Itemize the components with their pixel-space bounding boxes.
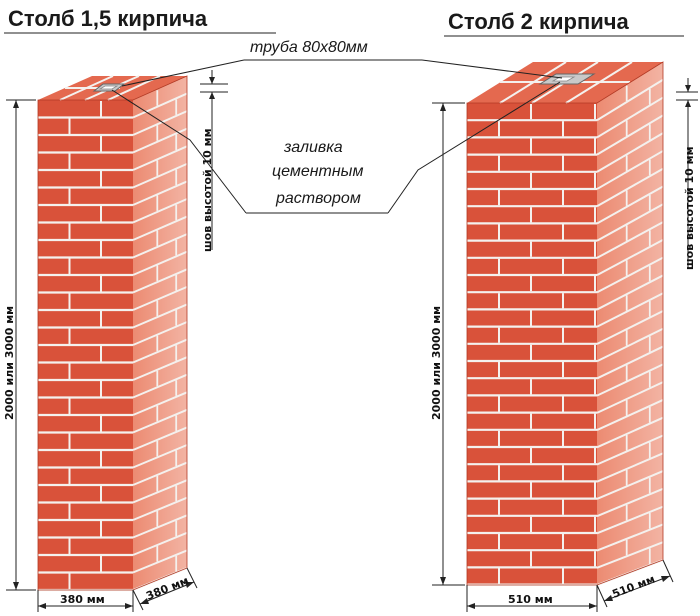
width-dimension-left: 380 мм <box>37 590 134 612</box>
pillar-left-front-mortar <box>38 101 133 592</box>
seam-label-right: шов высотой 10 мм <box>683 146 696 270</box>
pillar-left <box>37 75 188 592</box>
pillar-right <box>466 61 664 586</box>
seam-dimension-left: шов высотой 10 мм <box>200 70 228 252</box>
fill-label-line2: цементным <box>272 163 363 180</box>
fill-label-line3: раствором <box>275 190 361 207</box>
width-dimension-right: 510 мм <box>466 585 598 612</box>
height-label-left: 2000 или 3000 мм <box>3 306 16 420</box>
pipe-leader-right <box>421 59 563 79</box>
pillar-right-side-mortar <box>596 78 664 586</box>
pipe-leader-left <box>121 59 245 87</box>
height-label-right: 2000 или 3000 мм <box>430 306 443 420</box>
title-right: Столб 2 кирпича <box>448 9 630 34</box>
height-dimension-left: 2000 или 3000 мм <box>3 99 36 591</box>
fill-leader-left <box>111 89 247 214</box>
seam-dimension-right: шов высотой 10 мм <box>676 78 698 270</box>
title-left: Столб 1,5 кирпича <box>8 6 208 31</box>
height-dimension-right: 2000 или 3000 мм <box>430 102 465 586</box>
fill-leader-right <box>387 81 561 214</box>
pipe-label: труба 80х80мм <box>250 39 368 56</box>
width-label-left: 380 мм <box>60 593 105 606</box>
fill-label-line1: заливка <box>283 139 343 156</box>
pillar-left-side-mortar <box>132 90 188 591</box>
width-label-right: 510 мм <box>508 593 553 606</box>
seam-label-left: шов высотой 10 мм <box>201 128 214 252</box>
